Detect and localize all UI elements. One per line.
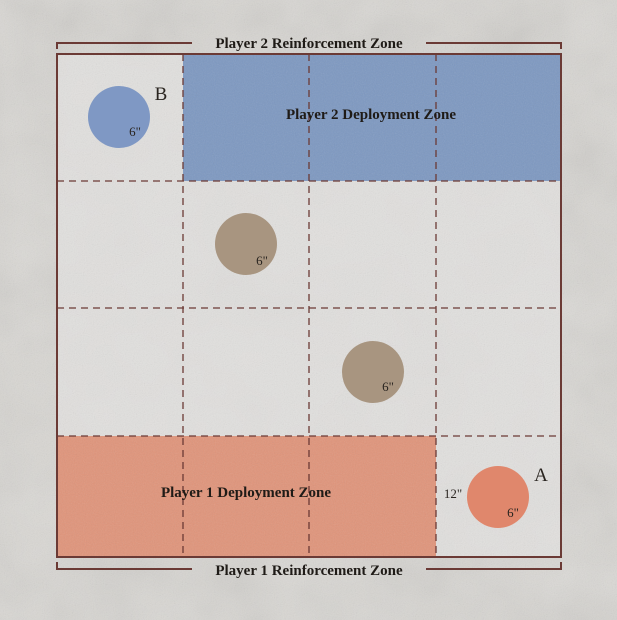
objective-marker-b[interactable]: 6" B: [88, 84, 167, 148]
objective-marker-a[interactable]: 6" A 12": [444, 465, 548, 528]
objective-circle-b: [88, 86, 150, 148]
objective-marker-center-lower[interactable]: 6": [342, 341, 404, 403]
objective-circle-a: [467, 466, 529, 528]
objective-circle-center-upper: [215, 213, 277, 275]
grid-lines: [57, 54, 561, 557]
player2-reinforcement-bracket: [56, 42, 562, 49]
objective-radius-label-a: 6": [507, 505, 519, 520]
player1-reinforcement-label: Player 1 Reinforcement Zone: [215, 563, 403, 579]
player1-deployment-label: Player 1 Deployment Zone: [161, 485, 331, 501]
player1-reinforcement-bracket: [56, 562, 562, 570]
objective-radius-label-center-lower: 6": [382, 379, 394, 394]
objective-letter-a: A: [534, 465, 548, 486]
player2-deployment-label: Player 2 Deployment Zone: [286, 107, 456, 123]
objective-radius-label-b: 6": [129, 124, 141, 139]
objective-marker-center-upper[interactable]: 6": [215, 213, 277, 275]
objective-radius-label-center-upper: 6": [256, 253, 268, 268]
objective-circle-center-lower: [342, 341, 404, 403]
objective-distance-label-a: 12": [444, 486, 462, 501]
board-border: [56, 53, 562, 558]
objective-letter-b: B: [155, 84, 168, 105]
player2-reinforcement-label: Player 2 Reinforcement Zone: [215, 36, 403, 52]
